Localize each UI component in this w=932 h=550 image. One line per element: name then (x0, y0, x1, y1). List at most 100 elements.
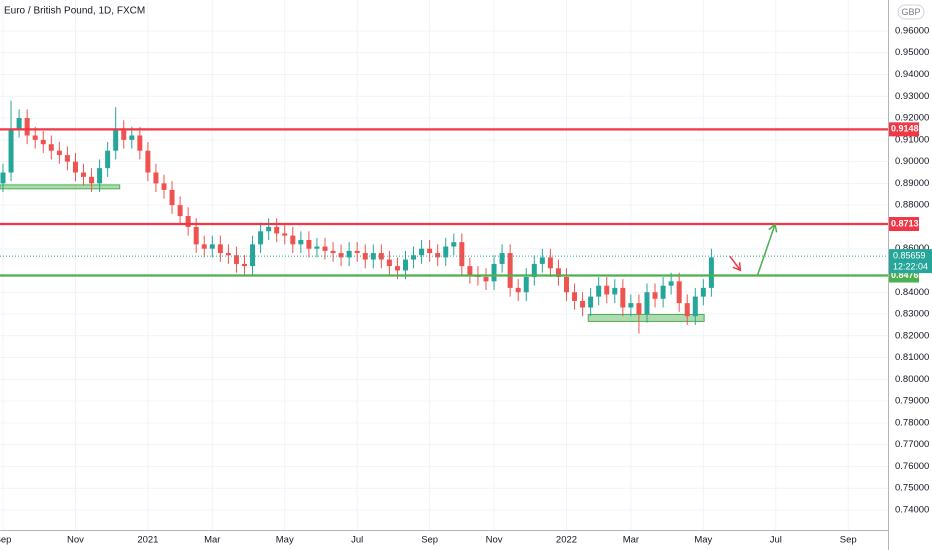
candle-body (467, 266, 473, 275)
candle-body (588, 296, 594, 308)
candle-body (628, 303, 634, 308)
candle-body (555, 268, 561, 277)
candle-body (443, 246, 449, 258)
candle-body (604, 285, 610, 295)
candle-body (435, 253, 441, 258)
candle-body (64, 155, 70, 162)
plot-area (0, 0, 888, 530)
candle-body (8, 128, 14, 173)
candle-body (612, 287, 618, 295)
x-tick-label: May (694, 535, 712, 546)
arrow-head (768, 223, 778, 233)
candle-body (563, 276, 569, 293)
candle-body (153, 172, 159, 184)
x-tick-label: Jul (770, 535, 782, 546)
candle-body (451, 242, 457, 247)
candle-body (652, 292, 658, 299)
arrow-shaft (756, 224, 776, 277)
y-tick-label: 0.96000 (895, 25, 929, 36)
candle-body (97, 168, 103, 184)
candle-body (394, 266, 400, 271)
candle-body (523, 276, 529, 293)
x-tick-label: Sep (421, 535, 438, 546)
y-tick-label: 0.95000 (895, 47, 929, 58)
candle-body (137, 135, 143, 151)
x-tick-label: Nov (486, 535, 503, 546)
support-zone (587, 313, 705, 322)
candle-body (708, 257, 714, 288)
candle-body (459, 242, 465, 267)
y-tick-label: 0.86000 (895, 243, 929, 254)
candle-body (314, 246, 320, 249)
level-price-label: 0.91481 (891, 124, 924, 134)
x-tick-label: Nov (67, 535, 84, 546)
y-tick-label: 0.74000 (895, 504, 929, 515)
x-tick-label: Sep (0, 535, 11, 546)
y-tick-label: 0.94000 (895, 69, 929, 80)
candle-body (40, 139, 46, 145)
candle-body (419, 248, 425, 256)
x-tick-label: Jul (351, 535, 363, 546)
candle-body (668, 281, 674, 286)
candle-body (354, 250, 360, 254)
candle-body (427, 248, 433, 254)
x-tick-label: Mar (623, 535, 639, 546)
candle-body (177, 205, 183, 217)
candle-body (507, 253, 513, 288)
y-tick-label: 0.81000 (895, 352, 929, 363)
y-tick-label: 0.82000 (895, 330, 929, 341)
arrow-shaft (729, 255, 741, 271)
candle-body (24, 118, 30, 136)
candle-body (411, 255, 417, 260)
candle-body (402, 259, 408, 271)
candle-body (692, 296, 698, 317)
candle-body (499, 253, 505, 264)
candle-body (491, 263, 497, 282)
currency-badge[interactable] (897, 4, 925, 20)
candle-body (572, 292, 578, 301)
candle-body (322, 246, 328, 251)
candle-body (121, 128, 127, 140)
y-tick-label: 0.75000 (895, 483, 929, 494)
candle-body (539, 257, 545, 264)
chart-title: Euro / British Pound, 1D, FXCM (4, 6, 145, 17)
candle-body (676, 281, 682, 304)
candle-body (346, 250, 352, 258)
candle-body (700, 287, 706, 297)
candle-body (386, 259, 392, 267)
y-tick-label: 0.84000 (895, 287, 929, 298)
candle-body (233, 255, 239, 264)
currency-label[interactable]: GBP (901, 7, 920, 17)
y-tick-label: 0.93000 (895, 91, 929, 102)
candle-body (225, 253, 231, 256)
candle-body (161, 183, 167, 190)
candle-body (596, 285, 602, 297)
y-tick-label: 0.78000 (895, 417, 929, 428)
candle-body (266, 226, 272, 232)
candle-body (644, 292, 650, 315)
candle-body (169, 189, 175, 206)
candle-body (515, 287, 521, 293)
y-tick-label: 0.77000 (895, 439, 929, 450)
candle-body (370, 253, 376, 260)
y-tick-label: 0.88000 (895, 200, 929, 211)
candle-body (105, 150, 111, 169)
level-price-label: 0.87133 (891, 218, 924, 228)
candle-body (217, 244, 223, 254)
countdown-label: 12:22:04 (893, 261, 928, 271)
y-tick-label: 0.89000 (895, 178, 929, 189)
candle-body (660, 285, 666, 299)
candle-body (48, 144, 54, 151)
candle-body (89, 176, 95, 184)
candle-body (113, 128, 119, 151)
x-tick-label: 2021 (137, 535, 158, 546)
candle-body (250, 244, 256, 267)
y-tick-label: 0.92000 (895, 113, 929, 124)
x-tick-label: 2022 (556, 535, 577, 546)
candle-body (129, 135, 135, 140)
candle-body (201, 244, 207, 249)
candle-body (56, 150, 62, 156)
candle-body (636, 303, 642, 315)
candle-body (330, 250, 336, 254)
level-price-label: 0.84768 (891, 270, 924, 280)
